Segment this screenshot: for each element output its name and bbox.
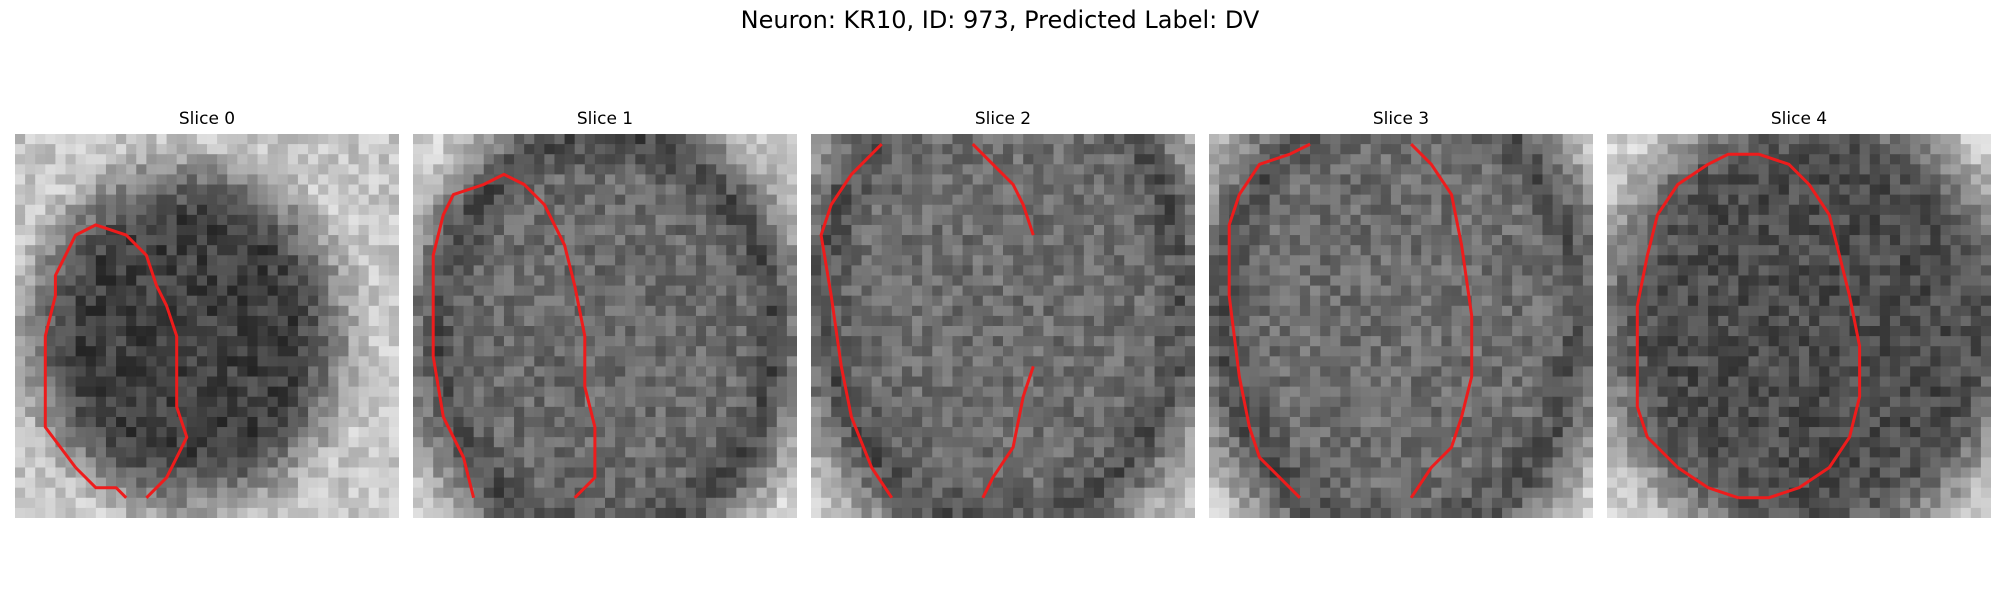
slice-title-2: Slice 2: [974, 109, 1032, 129]
segmentation-contour: [1635, 152, 1862, 500]
slice-title-3: Slice 3: [1372, 109, 1430, 129]
slice-panel-1: Slice 1: [413, 107, 797, 523]
segmentation-contour: [43, 223, 189, 499]
slice-image-2: [811, 134, 1195, 518]
slice-title-1: Slice 1: [576, 109, 634, 129]
slice-image-0: [15, 134, 399, 518]
slice-pixels: [1607, 134, 1991, 518]
slice-pixels: [15, 134, 399, 518]
segmentation-contour: [1227, 142, 1311, 499]
segmentation-contour: [1409, 143, 1474, 499]
slice-pixels: [413, 134, 797, 518]
slice-panel-4: Slice 4: [1607, 107, 1991, 523]
segmentation-contour: [74, 466, 128, 499]
figure-title: Neuron: KR10, ID: 973, Predicted Label: …: [740, 6, 1260, 34]
segmentation-contour: [431, 172, 597, 499]
slice-panel-2: Slice 2: [811, 107, 1195, 523]
slice-image-4: [1607, 134, 1991, 518]
segmentation-contour: [819, 143, 894, 499]
slice-panel-0: Slice 0: [15, 107, 399, 523]
slice-pixels: [1209, 134, 1593, 518]
segmentation-contour: [981, 365, 1035, 499]
segmentation-contour: [971, 143, 1035, 236]
slice-title-4: Slice 4: [1770, 109, 1828, 129]
slice-panel-3: Slice 3: [1209, 107, 1593, 523]
slice-title-0: Slice 0: [178, 109, 236, 129]
slice-image-3: [1209, 134, 1593, 518]
slice-image-1: [413, 134, 797, 518]
